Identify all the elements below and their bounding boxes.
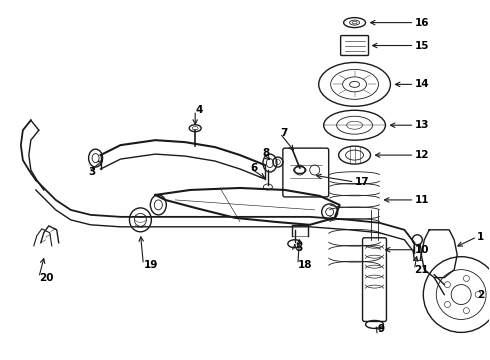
Text: 12: 12 — [415, 150, 429, 160]
Text: 3: 3 — [89, 167, 96, 177]
Text: 11: 11 — [415, 195, 429, 205]
Text: 17: 17 — [355, 177, 369, 187]
Text: 1: 1 — [477, 232, 484, 242]
Text: 4: 4 — [195, 105, 202, 115]
Text: 18: 18 — [298, 260, 312, 270]
Text: 14: 14 — [415, 79, 429, 89]
Text: 16: 16 — [415, 18, 429, 28]
Text: 13: 13 — [415, 120, 429, 130]
Text: 20: 20 — [39, 273, 53, 283]
Text: 8: 8 — [262, 148, 269, 158]
Text: 21: 21 — [415, 265, 429, 275]
Text: 2: 2 — [477, 289, 484, 300]
Text: 15: 15 — [415, 41, 429, 50]
Text: 10: 10 — [415, 245, 429, 255]
Text: 5: 5 — [295, 243, 302, 253]
Text: 19: 19 — [144, 260, 158, 270]
Text: 9: 9 — [377, 324, 385, 334]
Text: 7: 7 — [280, 128, 287, 138]
Text: 6: 6 — [250, 163, 257, 173]
